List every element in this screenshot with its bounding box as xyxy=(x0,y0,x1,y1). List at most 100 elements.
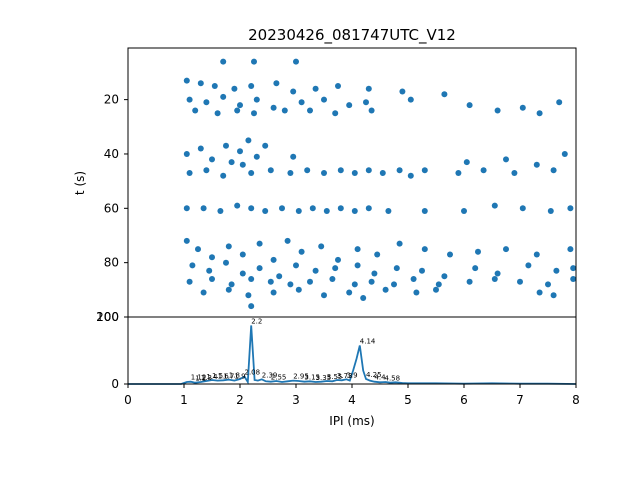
scatter-point xyxy=(550,292,557,299)
scatter-y-tick-label: 100 xyxy=(96,310,119,324)
scatter-point xyxy=(335,256,341,263)
scatter-point xyxy=(276,273,283,280)
scatter-point xyxy=(396,240,403,247)
ipi-x-axis-label: IPI (ms) xyxy=(329,414,374,428)
scatter-point xyxy=(183,151,190,157)
scatter-point xyxy=(214,110,221,117)
ipi-peak-label: 3.15 xyxy=(304,374,320,382)
scatter-point xyxy=(231,85,238,92)
scatter-point xyxy=(203,99,210,106)
scatter-point xyxy=(197,145,204,152)
ipi-x-tick-label: 8 xyxy=(572,393,580,407)
scatter-axes: 20 40 60 80 100 t (s) xyxy=(73,47,577,324)
scatter-point xyxy=(321,170,327,176)
scatter-point xyxy=(332,110,339,117)
scatter-point xyxy=(329,276,336,282)
scatter-point xyxy=(248,170,255,176)
scatter-point xyxy=(561,151,568,157)
scatter-point xyxy=(220,172,227,179)
scatter-point xyxy=(455,170,462,176)
scatter-point xyxy=(533,161,540,168)
scatter-y-tick-label: 60 xyxy=(104,201,119,215)
scatter-point xyxy=(536,289,543,296)
scatter-point xyxy=(223,259,229,266)
scatter-point xyxy=(368,278,375,285)
scatter-point xyxy=(368,107,375,114)
ipi-peak-label: 1.12 xyxy=(191,374,207,382)
scatter-point xyxy=(413,289,420,296)
scatter-point xyxy=(365,205,372,212)
ipi-peak-label: 1.5 xyxy=(212,372,223,380)
scatter-point xyxy=(475,248,481,255)
scatter-point xyxy=(511,170,518,176)
scatter-point xyxy=(209,276,215,282)
ipi-y-tick-label: 200 xyxy=(96,310,119,324)
scatter-point xyxy=(234,202,241,209)
scatter-point xyxy=(200,289,207,296)
scatter-point xyxy=(270,289,277,296)
scatter-point xyxy=(220,93,227,100)
ipi-peak-label: 2.95 xyxy=(293,373,309,381)
scatter-y-tick-label: 20 xyxy=(104,93,119,107)
scatter-point xyxy=(186,170,193,176)
ipi-peak-label: 2.08 xyxy=(245,369,261,377)
ipi-peak-label: 2.2 xyxy=(251,317,262,325)
scatter-point xyxy=(335,83,341,89)
scatter-point xyxy=(220,58,227,65)
scatter-point xyxy=(365,167,372,174)
scatter-point xyxy=(567,246,574,253)
scatter-point xyxy=(461,208,467,214)
scatter-point xyxy=(281,107,288,114)
scatter-point xyxy=(337,205,344,212)
scatter-point xyxy=(237,102,243,109)
scatter-point xyxy=(225,243,232,250)
scatter-point xyxy=(396,167,403,174)
chart-title: 20230426_081747UTC_V12 xyxy=(248,26,456,45)
ipi-x-tick-label: 0 xyxy=(124,393,132,407)
scatter-point xyxy=(225,286,232,293)
ipi-y-ticks: 0 200 xyxy=(96,310,128,391)
scatter-point xyxy=(354,246,361,253)
scatter-point xyxy=(371,270,378,277)
scatter-point xyxy=(382,286,389,293)
scatter-point xyxy=(351,208,358,214)
scatter-point xyxy=(491,276,498,282)
scatter-point xyxy=(298,248,305,255)
scatter-point xyxy=(379,170,386,176)
scatter-point xyxy=(293,58,299,65)
scatter-point xyxy=(284,237,291,244)
scatter-point xyxy=(203,167,210,174)
scatter-point xyxy=(407,96,414,103)
scatter-point xyxy=(290,153,297,160)
scatter-point xyxy=(570,265,577,272)
scatter-points xyxy=(183,58,577,310)
scatter-point xyxy=(351,281,358,288)
scatter-point xyxy=(421,208,428,214)
ipi-x-tick-label: 7 xyxy=(516,393,524,407)
ipi-x-tick-label: 1 xyxy=(180,393,188,407)
scatter-point xyxy=(262,142,269,149)
scatter-point xyxy=(447,251,453,258)
ipi-x-tick-label: 6 xyxy=(460,393,468,407)
ipi-peak-label: 1.9 xyxy=(234,373,245,381)
scatter-point xyxy=(321,292,327,299)
scatter-point xyxy=(337,167,344,174)
scatter-point xyxy=(293,262,299,269)
ipi-peak-label: 4.14 xyxy=(360,338,376,346)
scatter-point xyxy=(421,167,428,174)
ipi-x-tick-label: 3 xyxy=(292,393,300,407)
scatter-point xyxy=(209,156,215,163)
scatter-point xyxy=(525,262,532,269)
scatter-point xyxy=(309,205,316,212)
ipi-peak-label: 1.3 xyxy=(201,374,212,382)
scatter-point xyxy=(354,262,361,269)
ipi-x-tick-label: 4 xyxy=(348,393,356,407)
scatter-point xyxy=(211,83,218,89)
scatter-y-tick-label: 80 xyxy=(104,256,119,270)
ipi-peak-label: 1.8 xyxy=(229,372,240,380)
scatter-point xyxy=(503,156,509,163)
scatter-y-axis-label: t (s) xyxy=(73,171,87,195)
scatter-point xyxy=(237,148,243,155)
scatter-point xyxy=(248,83,255,89)
